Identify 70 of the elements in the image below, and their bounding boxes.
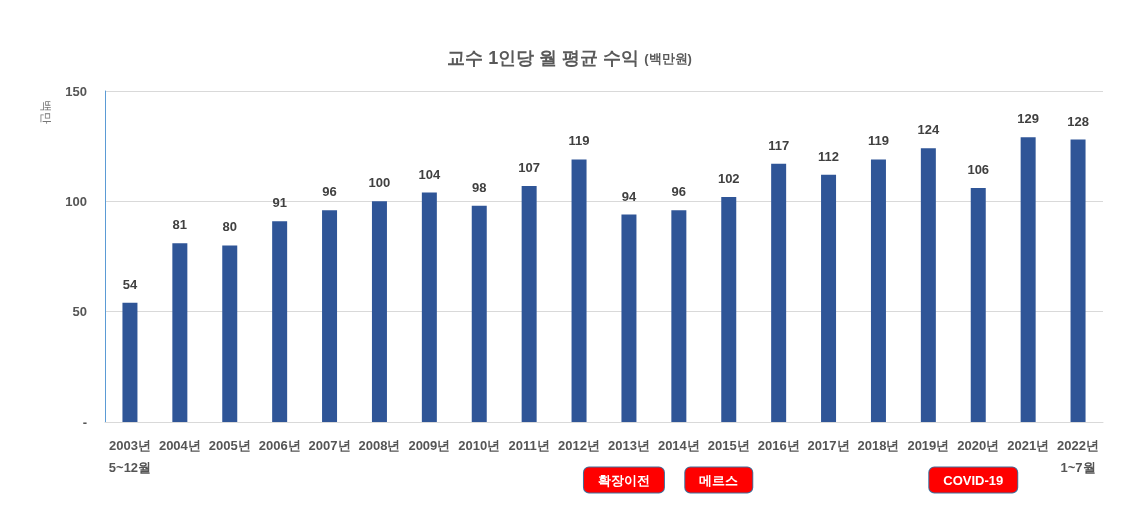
x-tick-label: 2017년 xyxy=(807,437,850,453)
x-tick-label: 2011년 xyxy=(508,437,550,453)
x-tick-label: 2005년 xyxy=(208,437,251,453)
x-tick-label: 2007년 xyxy=(308,437,351,453)
bar xyxy=(920,148,936,422)
data-label: 91 xyxy=(272,195,287,211)
x-tick-label: 2006년 xyxy=(258,437,301,453)
bar xyxy=(870,159,886,422)
x-tick-label: 2010년 xyxy=(458,437,501,453)
bar xyxy=(471,205,487,422)
text: 확장이전 xyxy=(597,472,650,488)
y-tick-label: 50 xyxy=(72,304,87,320)
data-label: 119 xyxy=(867,133,889,149)
x-tick-label: 2015년 xyxy=(707,437,750,453)
x-tick-label: 2008년 xyxy=(358,437,401,453)
bar xyxy=(322,210,338,422)
y-tick-label: 150 xyxy=(65,83,87,99)
bar xyxy=(821,174,837,422)
x-tick-label: 2013년 xyxy=(607,437,650,453)
bar xyxy=(1020,137,1036,422)
data-label: 117 xyxy=(768,137,790,153)
bar xyxy=(721,196,737,422)
data-label: 96 xyxy=(671,184,687,200)
chart-title: 교수 1인당 월 평균 수익 xyxy=(447,48,645,68)
bar xyxy=(771,163,787,422)
data-label: 124 xyxy=(917,122,940,138)
x-tick-label: 2012년 xyxy=(558,437,601,453)
data-label: 129 xyxy=(1017,111,1039,127)
data-label: 119 xyxy=(568,133,590,149)
bar xyxy=(172,243,188,422)
bar xyxy=(621,214,637,422)
data-label: 81 xyxy=(172,217,188,233)
chart-subtitle: (백만원) xyxy=(644,50,692,66)
x-tick-label: 2014년 xyxy=(657,437,700,453)
data-label: 100 xyxy=(368,175,391,191)
bar xyxy=(222,245,238,422)
x-tick-label: 2003년 5~12월 xyxy=(108,437,152,475)
bar xyxy=(671,210,687,422)
data-label: 102 xyxy=(717,170,740,186)
bar xyxy=(970,188,986,422)
data-label: 54 xyxy=(122,276,138,292)
data-label: 80 xyxy=(222,219,237,235)
text: COVID-19 xyxy=(943,472,1004,488)
x-tick-label: 2019년 xyxy=(907,437,950,453)
data-label: 106 xyxy=(967,162,990,178)
x-tick-label: 2022년 1~7월 xyxy=(1057,437,1100,475)
bar xyxy=(421,192,437,422)
y-tick-label: - xyxy=(82,414,87,430)
bar xyxy=(521,185,537,422)
x-tick-label: 2018년 xyxy=(857,437,900,453)
text: 메르스 xyxy=(699,472,739,488)
bar xyxy=(371,201,387,422)
y-tick-label: 100 xyxy=(65,193,87,209)
data-label: 112 xyxy=(818,148,840,164)
bar xyxy=(272,221,288,422)
x-tick-label: 2020년 xyxy=(957,437,1000,453)
data-label: 98 xyxy=(472,179,487,195)
data-label: 128 xyxy=(1067,113,1089,129)
x-tick-label: 2016년 xyxy=(757,437,800,453)
data-label: 96 xyxy=(322,184,337,200)
data-label: 94 xyxy=(621,188,637,204)
x-tick-label: 2004년 xyxy=(158,437,201,453)
y-axis-title: 백만 xyxy=(39,100,53,124)
x-tick-label: 2021년 xyxy=(1007,437,1050,453)
bar xyxy=(571,159,587,422)
bar xyxy=(1070,139,1086,422)
bar xyxy=(122,302,138,422)
data-label: 104 xyxy=(418,166,441,182)
data-label: 107 xyxy=(518,159,540,175)
x-tick-label: 2009년 xyxy=(408,437,451,453)
